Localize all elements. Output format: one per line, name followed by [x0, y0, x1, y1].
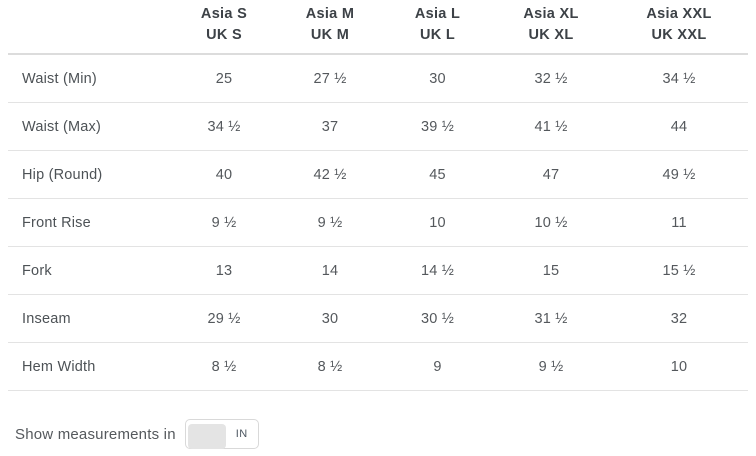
- table-body: Waist (Min) 25 27 ½ 30 32 ½ 34 ½ Waist (Max) 34…: [8, 54, 748, 391]
- measurement-cell: 34 ½: [171, 102, 277, 151]
- column-header: Asia XL UK XL: [492, 0, 610, 55]
- measurement-cell: 32 ½: [492, 54, 610, 103]
- measurement-cell: 29 ½: [171, 294, 277, 343]
- measurement-cell: 15: [492, 246, 610, 295]
- size-asia-label: Asia XXL: [646, 6, 712, 22]
- measurement-cell: 11: [610, 198, 748, 247]
- measurement-cell: 10: [610, 342, 748, 391]
- measurement-cell: 30 ½: [383, 294, 492, 343]
- measurement-cell: 31 ½: [492, 294, 610, 343]
- measurement-cell: 14 ½: [383, 246, 492, 295]
- row-label: Hip (Round): [8, 150, 171, 199]
- row-label: Fork: [8, 246, 171, 295]
- size-uk-label: UK S: [206, 27, 242, 43]
- size-uk-label: UK XL: [528, 27, 574, 43]
- measurement-cell: 49 ½: [610, 150, 748, 199]
- measurement-cell: 15 ½: [610, 246, 748, 295]
- measurement-cell: 41 ½: [492, 102, 610, 151]
- size-uk-label: UK XXL: [651, 27, 707, 43]
- size-uk-label: UK L: [419, 27, 456, 43]
- measurement-cell: 30: [383, 54, 492, 103]
- measurement-cell: 9 ½: [492, 342, 610, 391]
- measurement-cell: 47: [492, 150, 610, 199]
- row-label: Inseam: [8, 294, 171, 343]
- column-header: Asia S UK S: [171, 0, 277, 55]
- toggle-value-label: IN: [235, 428, 248, 440]
- measurement-cell: 8 ½: [171, 342, 277, 391]
- row-label: Front Rise: [8, 198, 171, 247]
- size-asia-label: Asia L: [414, 6, 461, 22]
- measurement-cell: 25: [171, 54, 277, 103]
- corner-cell: [8, 0, 171, 55]
- measurement-cell: 13: [171, 246, 277, 295]
- measurement-cell: 32: [610, 294, 748, 343]
- measurement-cell: 9 ½: [277, 198, 383, 247]
- toggle-label: Show measurements in: [15, 425, 176, 443]
- measurement-cell: 45: [383, 150, 492, 199]
- table-row: Hip (Round) 40 42 ½ 45 47 49 ½: [8, 150, 748, 199]
- measurement-cell: 10: [383, 198, 492, 247]
- measurement-cell: 34 ½: [610, 54, 748, 103]
- table-row: Inseam 29 ½ 30 30 ½ 31 ½ 32: [8, 294, 748, 343]
- size-asia-label: Asia M: [305, 6, 355, 22]
- measurement-cell: 37: [277, 102, 383, 151]
- header-row: Asia S UK S Asia M UK M Asia L UK L Asia XL UK …: [8, 0, 748, 55]
- size-asia-label: Asia S: [200, 6, 248, 22]
- row-label: Hem Width: [8, 342, 171, 391]
- size-chart-table: Asia S UK S Asia M UK M Asia L UK L Asia XL UK …: [8, 0, 748, 391]
- row-label: Waist (Min): [8, 54, 171, 103]
- measurement-cell: 10 ½: [492, 198, 610, 247]
- column-header: Asia L UK L: [383, 0, 492, 55]
- measurement-cell: 9: [383, 342, 492, 391]
- measurement-cell: 40: [171, 150, 277, 199]
- size-uk-label: UK M: [310, 27, 350, 43]
- measurement-unit-control: Show measurements in IN: [15, 419, 259, 449]
- measurement-cell: 42 ½: [277, 150, 383, 199]
- measurement-cell: 9 ½: [171, 198, 277, 247]
- toggle-knob[interactable]: [187, 424, 226, 449]
- measurement-cell: 39 ½: [383, 102, 492, 151]
- size-asia-label: Asia XL: [523, 6, 579, 22]
- measurement-cell: 44: [610, 102, 748, 151]
- units-toggle[interactable]: IN: [184, 419, 259, 449]
- measurement-cell: 8 ½: [277, 342, 383, 391]
- row-label: Waist (Max): [8, 102, 171, 151]
- measurement-cell: 30: [277, 294, 383, 343]
- measurement-cell: 14: [277, 246, 383, 295]
- table-row: Waist (Max) 34 ½ 37 39 ½ 41 ½ 44: [8, 102, 748, 151]
- column-header: Asia M UK M: [277, 0, 383, 55]
- column-header: Asia XXL UK XXL: [610, 0, 748, 55]
- measurement-cell: 27 ½: [277, 54, 383, 103]
- table-row: Waist (Min) 25 27 ½ 30 32 ½ 34 ½: [8, 54, 748, 103]
- table-row: Fork 13 14 14 ½ 15 15 ½: [8, 246, 748, 295]
